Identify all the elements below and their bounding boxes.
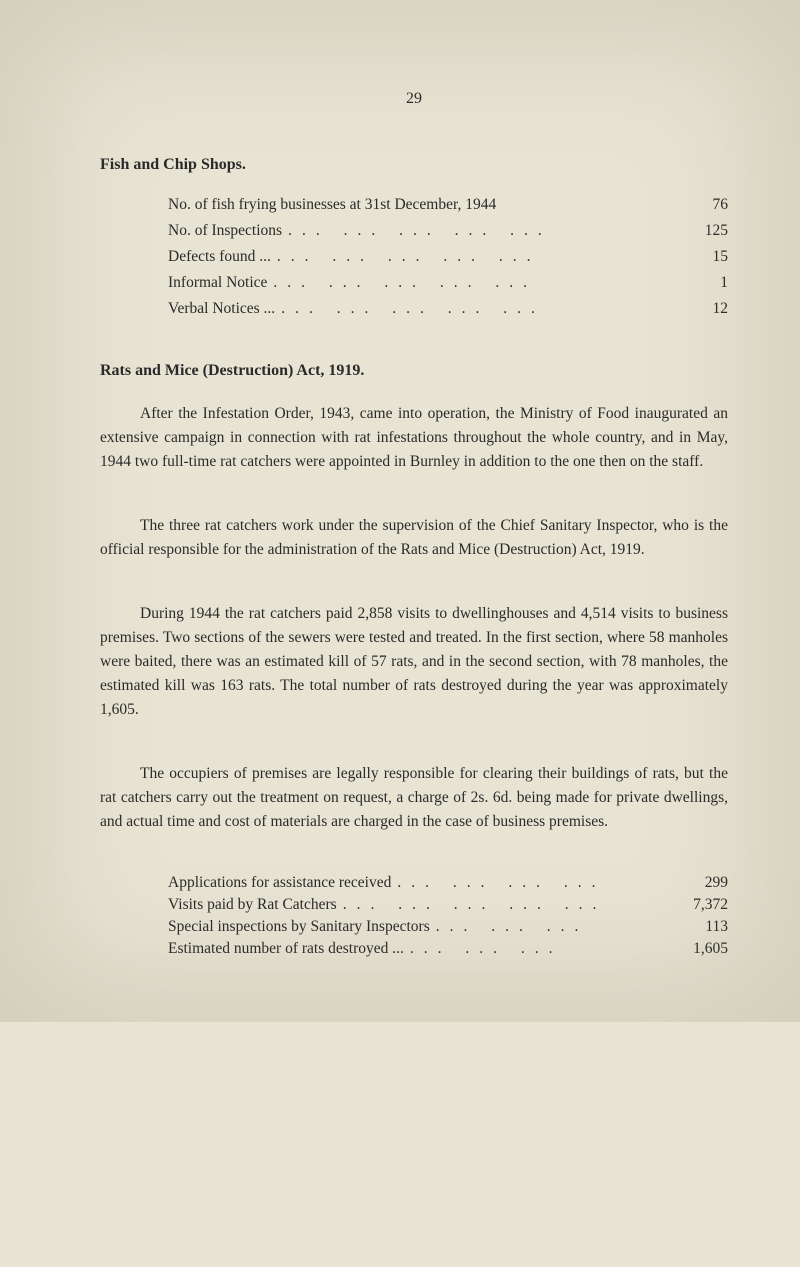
stat-value: 12 bbox=[684, 300, 728, 318]
stat-value: 113 bbox=[670, 918, 728, 936]
stat-dots: ... ... ... bbox=[410, 940, 664, 958]
stat-value: 1,605 bbox=[670, 940, 728, 958]
rats-stats-list: Applications for assistance received ...… bbox=[168, 874, 728, 958]
stat-dots: ... ... ... ... ... bbox=[273, 274, 678, 292]
stat-label: No. of Inspections bbox=[168, 222, 282, 240]
stat-value: 299 bbox=[670, 874, 728, 892]
stat-value: 76 bbox=[684, 196, 728, 214]
stat-dots: ... ... ... ... ... bbox=[277, 248, 678, 266]
section-heading-rats: Rats and Mice (Destruction) Act, 1919. bbox=[100, 362, 728, 380]
stat-dots: ... ... ... ... ... bbox=[281, 300, 678, 318]
stat-dots: ... ... ... ... ... bbox=[343, 896, 664, 914]
stat-label: Special inspections by Sanitary Inspecto… bbox=[168, 918, 430, 936]
stat-value: 7,372 bbox=[670, 896, 728, 914]
page-number: 29 bbox=[100, 90, 728, 108]
stat-row: Visits paid by Rat Catchers ... ... ... … bbox=[168, 896, 728, 914]
stat-dots: ... ... ... bbox=[436, 918, 664, 936]
stat-row: Special inspections by Sanitary Inspecto… bbox=[168, 918, 728, 936]
stat-row: Verbal Notices ... ... ... ... ... ... 1… bbox=[168, 300, 728, 318]
stat-value: 1 bbox=[684, 274, 728, 292]
paragraph: During 1944 the rat catchers paid 2,858 … bbox=[100, 602, 728, 722]
stat-row: No. of Inspections ... ... ... ... ... 1… bbox=[168, 222, 728, 240]
stat-label: Defects found ... bbox=[168, 248, 271, 266]
stat-label: Verbal Notices ... bbox=[168, 300, 275, 318]
stat-label: No. of fish frying businesses at 31st De… bbox=[168, 196, 496, 214]
stat-value: 15 bbox=[684, 248, 728, 266]
fish-stats-list: No. of fish frying businesses at 31st De… bbox=[168, 196, 728, 318]
stat-row: Informal Notice ... ... ... ... ... 1 bbox=[168, 274, 728, 292]
document-page: 29 Fish and Chip Shops. No. of fish fryi… bbox=[0, 0, 800, 1022]
paragraph: The three rat catchers work under the su… bbox=[100, 514, 728, 562]
paragraph: After the Infestation Order, 1943, came … bbox=[100, 402, 728, 474]
stat-row: Estimated number of rats destroyed ... .… bbox=[168, 940, 728, 958]
stat-row: Applications for assistance received ...… bbox=[168, 874, 728, 892]
stat-label: Applications for assistance received bbox=[168, 874, 391, 892]
stat-dots: ... ... ... ... bbox=[397, 874, 664, 892]
stat-value: 125 bbox=[684, 222, 728, 240]
stat-row: Defects found ... ... ... ... ... ... 15 bbox=[168, 248, 728, 266]
page-vignette bbox=[0, 0, 800, 1022]
stat-dots: ... ... ... ... ... bbox=[288, 222, 678, 240]
section-heading-fish: Fish and Chip Shops. bbox=[100, 156, 728, 174]
stat-label: Informal Notice bbox=[168, 274, 267, 292]
stat-label: Estimated number of rats destroyed ... bbox=[168, 940, 404, 958]
stat-row: No. of fish frying businesses at 31st De… bbox=[168, 196, 728, 214]
paragraph: The occupiers of premises are legally re… bbox=[100, 762, 728, 834]
stat-label: Visits paid by Rat Catchers bbox=[168, 896, 337, 914]
